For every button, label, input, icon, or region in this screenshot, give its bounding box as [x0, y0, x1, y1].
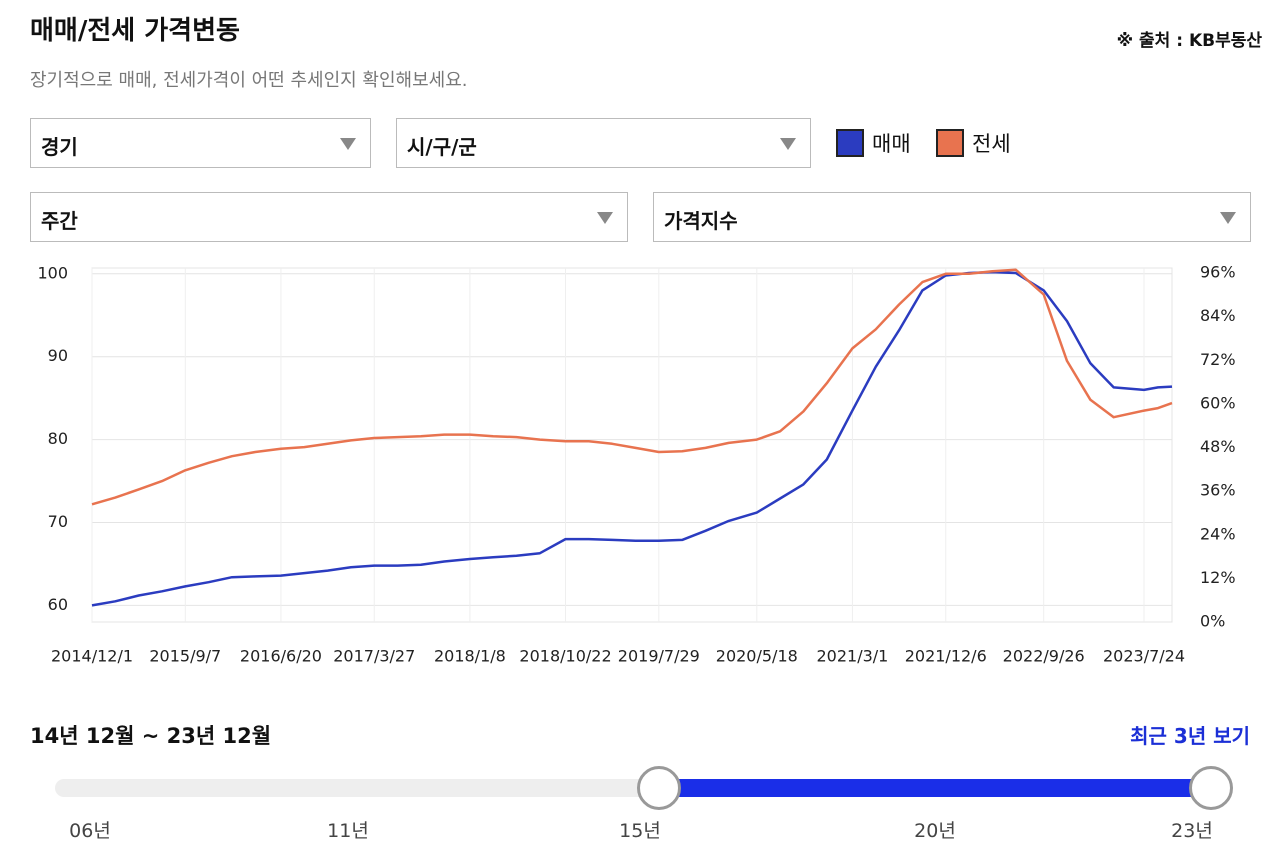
legend-label: 매매 [872, 132, 911, 156]
district-value: 시/구/군 [407, 135, 477, 159]
y-tick-label: 100 [37, 263, 68, 282]
x-tick-label: 2019/7/29 [618, 647, 700, 666]
region-select[interactable]: 경기 [30, 118, 371, 168]
series-line [91, 270, 1173, 607]
x-tick-label: 2021/3/1 [817, 647, 889, 666]
x-tick-label: 2014/12/1 [51, 647, 133, 666]
x-tick-label: 2021/12/6 [905, 647, 987, 666]
x-tick-label: 2016/6/20 [240, 647, 322, 666]
slider-tick-label: 20년 [914, 820, 956, 842]
slider-selected [658, 779, 1210, 797]
dropdown-arrow [597, 212, 613, 224]
x-tick-label: 2015/9/7 [149, 647, 221, 666]
slider-track[interactable] [55, 779, 665, 797]
y2-tick-label: 36% [1200, 481, 1236, 500]
y2-tick-label: 96% [1200, 263, 1236, 282]
region-value: 경기 [41, 135, 78, 159]
y2-tick-label: 60% [1200, 393, 1236, 412]
dropdown-arrow [340, 138, 356, 150]
y-tick-label: 70 [48, 512, 68, 531]
slider-handle-end[interactable] [1189, 766, 1233, 810]
legend-label: 전세 [972, 132, 1011, 156]
slider-tick-label: 11년 [327, 820, 369, 842]
slider-handle-start[interactable] [637, 766, 681, 810]
subtitle: 장기적으로 매매, 전세가격이 어떤 추세인지 확인해보세요. [30, 70, 468, 91]
y2-tick-label: 24% [1200, 524, 1236, 543]
dropdown-arrow [780, 138, 796, 150]
y2-tick-label: 12% [1200, 568, 1236, 587]
chart: 60 70 80 90 100 0% 12% 24% 36% 48% 60% 72% 84% 96% 201… [37, 263, 1236, 666]
slider-tick-label: 15년 [619, 820, 661, 842]
legend-swatch [936, 129, 964, 157]
metric-value: 가격지수 [664, 209, 738, 233]
period-select[interactable]: 주간 [30, 192, 628, 242]
metric-select[interactable]: 가격지수 [653, 192, 1251, 242]
x-tick-label: 2018/10/22 [519, 647, 611, 666]
x-tick-label: 2018/1/8 [434, 647, 506, 666]
series-line [91, 268, 1173, 506]
y2-tick-label: 0% [1200, 612, 1225, 631]
slider-tick-label: 06년 [69, 820, 111, 842]
plot-frame [91, 267, 1173, 623]
recent-3y-button[interactable]: 최근 3년 보기 [1130, 724, 1250, 748]
source: ※ 출처 : KB부동산 [1116, 31, 1262, 51]
y-tick-label: 60 [48, 595, 68, 614]
district-select[interactable]: 시/구/군 [396, 118, 811, 168]
page-title: 매매/전세 가격변동 [30, 16, 240, 46]
y2-tick-label: 48% [1200, 437, 1236, 456]
dropdown-arrow [1220, 212, 1236, 224]
y-tick-label: 90 [48, 346, 68, 365]
slider-tick-label: 23년 [1171, 820, 1213, 842]
y-tick-label: 80 [48, 429, 68, 448]
legend-swatch [836, 129, 864, 157]
x-tick-label: 2017/3/27 [333, 647, 415, 666]
range-label: 14년 12월 ~ 23년 12월 [30, 724, 272, 748]
x-tick-label: 2022/9/26 [1003, 647, 1085, 666]
x-tick-label: 2023/7/24 [1103, 647, 1185, 666]
y2-tick-label: 72% [1200, 350, 1236, 369]
y2-tick-label: 84% [1200, 306, 1236, 325]
x-tick-label: 2020/5/18 [716, 647, 798, 666]
period-value: 주간 [41, 209, 78, 233]
